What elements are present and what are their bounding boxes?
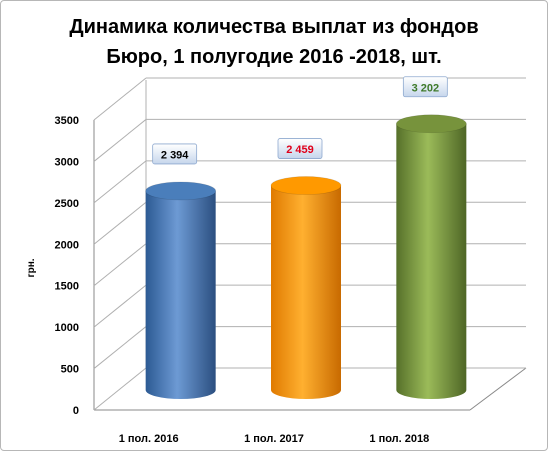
gridline-depth-2500 [93, 160, 147, 204]
data-label-1: 2 459 [277, 138, 323, 159]
bars [145, 114, 467, 399]
chart-title-line-1: Динамика количества выплат из фондов [69, 16, 479, 38]
y-tick-label: 500 [61, 364, 79, 376]
bar-2 [396, 114, 467, 399]
y-tick-label: 1500 [55, 281, 79, 293]
bar-1 [270, 176, 342, 399]
data-label-text: 2 394 [161, 149, 189, 161]
bar-top-cap [145, 181, 216, 201]
chart-title: Динамика количества выплат из фондов Бюр… [0, 12, 548, 72]
data-label-0: 2 394 [152, 143, 198, 165]
gridline-depth-3000 [93, 119, 147, 162]
chart-title-line-2: Бюро, 1 полугодие 2016 -2018, шт. [106, 46, 442, 68]
floor-right-edge [469, 367, 527, 411]
bar-body [271, 185, 341, 399]
bar-body [145, 190, 216, 399]
category-label: 1 пол. 2017 [244, 433, 304, 445]
y-axis-label: грн. [26, 258, 37, 277]
category-label: 1 пол. 2018 [369, 433, 429, 445]
y-tick-label: 2500 [55, 198, 79, 210]
data-label-text: 2 459 [286, 144, 314, 156]
data-label-box [402, 76, 448, 98]
bar-0 [145, 181, 216, 399]
y-tick-label: 2000 [55, 239, 79, 251]
gridline-depth-500 [93, 326, 147, 369]
y-tick-label: 3000 [55, 156, 79, 168]
bar-top-cap [270, 176, 342, 195]
y-tick-labels: 0 500 1000 1500 2000 2500 3000 3500 [55, 115, 79, 417]
category-label: 1 пол. 2016 [119, 433, 179, 445]
bar-body [396, 123, 467, 399]
y-tick-label: 1000 [55, 322, 79, 334]
gridline-depth-3500 [93, 77, 147, 121]
data-label-box [277, 138, 323, 159]
category-labels: 1 пол. 2016 1 пол. 2017 1 пол. 2018 [119, 433, 430, 445]
bar-top-cap [396, 114, 467, 134]
y-tick-label: 3500 [55, 115, 79, 127]
gridline-depth-1500 [93, 243, 147, 287]
gridline-depth-2000 [93, 201, 147, 245]
gridline-depth-1000 [93, 284, 147, 328]
gridline-depth-0 [93, 367, 147, 411]
data-labels: 2 394 2 459 3 202 [152, 76, 448, 165]
data-label-text: 3 202 [412, 82, 440, 94]
data-label-2: 3 202 [402, 76, 448, 98]
data-label-box [152, 143, 198, 165]
y-tick-label: 0 [73, 405, 79, 417]
